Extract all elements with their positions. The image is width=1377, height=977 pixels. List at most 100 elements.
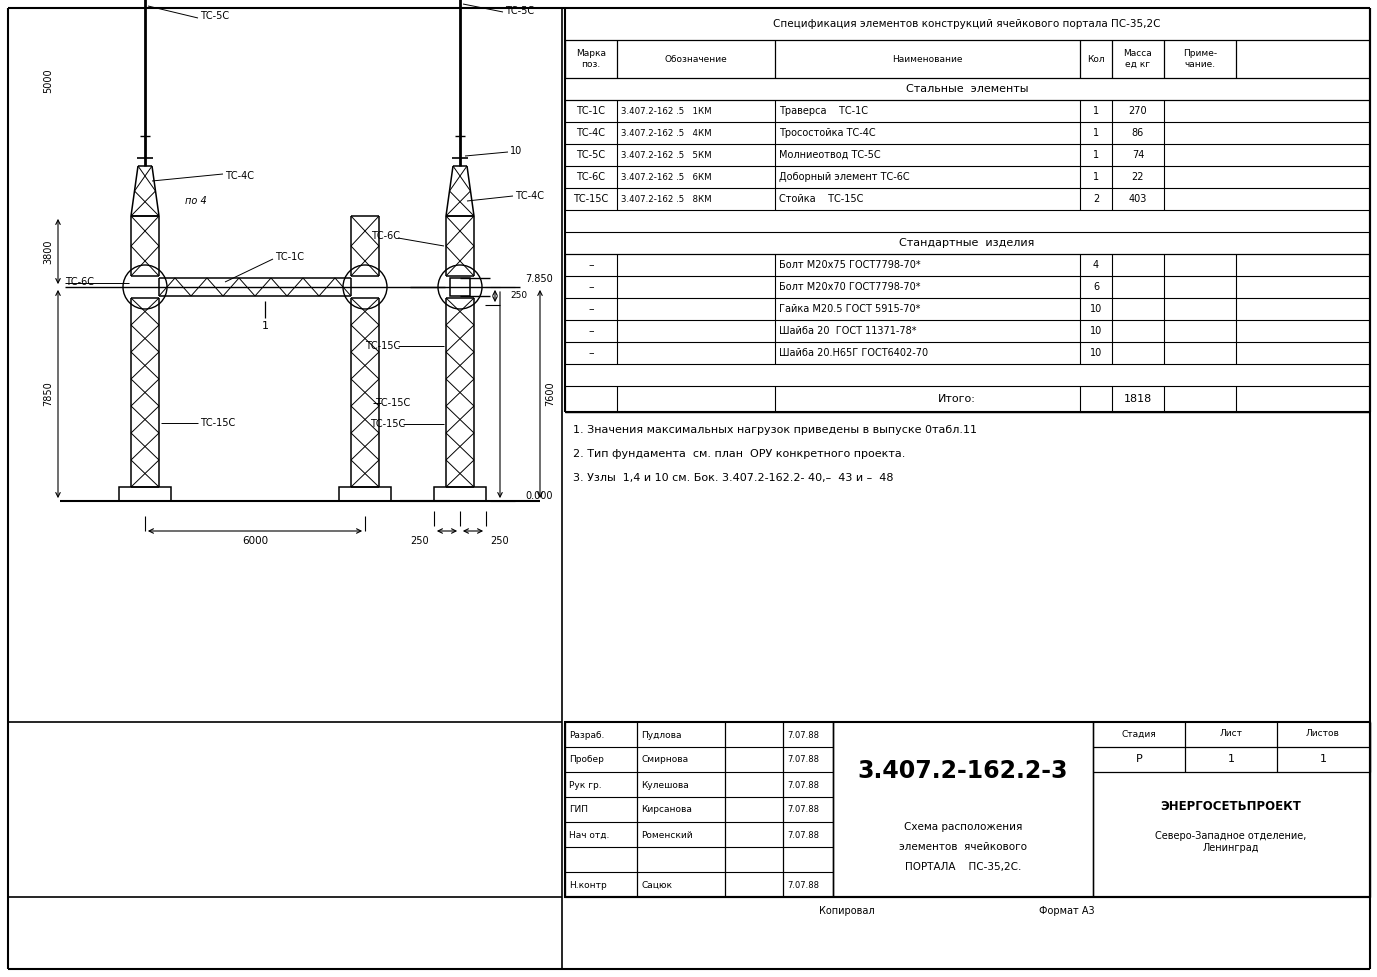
Text: 1818: 1818 — [1124, 394, 1153, 404]
Text: 6: 6 — [1093, 282, 1099, 292]
Text: 3.407.2-162 .5   1КМ: 3.407.2-162 .5 1КМ — [621, 106, 712, 115]
Bar — [434, 487, 486, 501]
Text: Сацюк: Сацюк — [642, 880, 672, 889]
Text: Смирнова: Смирнова — [642, 755, 688, 764]
Text: 1: 1 — [1227, 754, 1235, 764]
Text: Кол: Кол — [1088, 55, 1104, 64]
Text: Стойка    ТС-15С: Стойка ТС-15С — [779, 194, 863, 204]
Text: 1: 1 — [1093, 106, 1099, 116]
Text: Доборный элемент ТС-6С: Доборный элемент ТС-6С — [779, 172, 910, 182]
Text: Марка
поз.: Марка поз. — [576, 49, 606, 68]
Text: 3.407.2-162 .5   4КМ: 3.407.2-162 .5 4КМ — [621, 129, 712, 138]
Text: 10: 10 — [1089, 304, 1102, 314]
Bar — [339, 487, 391, 501]
Text: 4: 4 — [1093, 260, 1099, 270]
Text: –: – — [588, 348, 593, 358]
Text: ТС-4С: ТС-4С — [577, 128, 606, 138]
Text: ТС-15С: ТС-15С — [200, 418, 235, 428]
Text: ТС-5С: ТС-5С — [505, 6, 534, 16]
Text: Роменский: Роменский — [642, 830, 693, 839]
Text: –: – — [588, 304, 593, 314]
Text: ТС-1С: ТС-1С — [275, 252, 304, 262]
Text: –: – — [588, 282, 593, 292]
Text: ТС-6С: ТС-6С — [65, 277, 94, 287]
Text: Наименование: Наименование — [892, 55, 963, 64]
Text: Схема расположения: Схема расположения — [903, 822, 1022, 832]
Text: ТС-4С: ТС-4С — [515, 191, 544, 201]
Text: 22: 22 — [1132, 172, 1144, 182]
Text: Стадия: Стадия — [1122, 730, 1157, 739]
Text: ЭНЕРГОСЕТЬПРОЕКТ: ЭНЕРГОСЕТЬПРОЕКТ — [1161, 800, 1301, 814]
Bar — [450, 278, 470, 296]
Text: ПОРТАЛА    ПС-35,2С.: ПОРТАЛА ПС-35,2С. — [905, 862, 1022, 872]
Text: ТС-15С: ТС-15С — [370, 419, 405, 429]
Text: 250: 250 — [509, 291, 527, 301]
Text: 3.407.2-162 .5   6КМ: 3.407.2-162 .5 6КМ — [621, 173, 712, 182]
Text: ТС-5С: ТС-5С — [577, 150, 606, 160]
Text: Приме-
чание.: Приме- чание. — [1183, 49, 1217, 68]
Text: Стандартные  изделия: Стандартные изделия — [899, 238, 1034, 248]
Text: ТС-4С: ТС-4С — [224, 171, 253, 181]
Text: Формат А3: Формат А3 — [1040, 906, 1095, 916]
Text: ТС-6С: ТС-6С — [370, 231, 399, 241]
Text: ТС-6С: ТС-6С — [577, 172, 606, 182]
Text: 403: 403 — [1129, 194, 1147, 204]
Text: Стальные  элементы: Стальные элементы — [906, 84, 1029, 94]
Text: Масса
ед кг: Масса ед кг — [1124, 49, 1153, 68]
Text: Пробер: Пробер — [569, 755, 605, 764]
Text: 74: 74 — [1132, 150, 1144, 160]
Text: 3.407.2-162 .5   8КМ: 3.407.2-162 .5 8КМ — [621, 194, 712, 203]
Text: 7.07.88: 7.07.88 — [788, 731, 819, 740]
Text: 7.07.88: 7.07.88 — [788, 805, 819, 815]
Text: 5000: 5000 — [43, 68, 52, 94]
Text: Шайба 20  ГОСТ 11371-78*: Шайба 20 ГОСТ 11371-78* — [779, 326, 917, 336]
Text: 10: 10 — [1089, 348, 1102, 358]
Text: 2: 2 — [1093, 194, 1099, 204]
Text: ТС-15С: ТС-15С — [375, 398, 410, 408]
Text: 1: 1 — [1319, 754, 1326, 764]
Text: Нач отд.: Нач отд. — [569, 830, 610, 839]
Text: Итого:: Итого: — [938, 394, 976, 404]
Text: 6000: 6000 — [242, 536, 269, 546]
Text: Рук гр.: Рук гр. — [569, 781, 602, 789]
Text: ТС-15С: ТС-15С — [573, 194, 609, 204]
Text: Кирсанова: Кирсанова — [642, 805, 691, 815]
Text: Шайба 20.Н65Г ГОСТ6402-70: Шайба 20.Н65Г ГОСТ6402-70 — [779, 348, 928, 358]
Text: Болт М20х75 ГОСТ7798-70*: Болт М20х75 ГОСТ7798-70* — [779, 260, 921, 270]
Text: 270: 270 — [1129, 106, 1147, 116]
Text: Пудлова: Пудлова — [642, 731, 682, 740]
Text: 10: 10 — [1089, 326, 1102, 336]
Text: 10: 10 — [509, 146, 522, 156]
Text: Тросостойка ТС-4С: Тросостойка ТС-4С — [779, 128, 876, 138]
Text: Листов: Листов — [1305, 730, 1340, 739]
Text: ГИП: ГИП — [569, 805, 588, 815]
Text: 2. Тип фундамента  см. план  ОРУ конкретного проекта.: 2. Тип фундамента см. план ОРУ конкретно… — [573, 449, 905, 459]
Text: 1: 1 — [1093, 128, 1099, 138]
Text: 3.407.2-162.2-3: 3.407.2-162.2-3 — [858, 759, 1069, 783]
Text: Северо-Западное отделение,
Ленинград: Северо-Западное отделение, Ленинград — [1155, 831, 1307, 853]
Text: Р: Р — [1136, 754, 1143, 764]
Text: Спецификация элементов конструкций ячейкового портала ПС-35,2С: Спецификация элементов конструкций ячейк… — [774, 19, 1161, 29]
Text: элементов  ячейкового: элементов ячейкового — [899, 842, 1027, 852]
Text: 3. Узлы  1,4 и 10 см. Бок. 3.407.2-162.2- 40,–  43 и –  48: 3. Узлы 1,4 и 10 см. Бок. 3.407.2-162.2-… — [573, 473, 894, 483]
Text: 1. Значения максимальных нагрузок приведены в выпуске 0табл.11: 1. Значения максимальных нагрузок привед… — [573, 425, 978, 435]
Text: Н.контр: Н.контр — [569, 880, 607, 889]
Text: 3.407.2-162 .5   5КМ: 3.407.2-162 .5 5КМ — [621, 150, 712, 159]
Text: 1: 1 — [1093, 172, 1099, 182]
Text: 7.07.88: 7.07.88 — [788, 781, 819, 789]
Text: Обозначение: Обозначение — [665, 55, 727, 64]
Text: –: – — [588, 326, 593, 336]
Text: Гайка М20.5 ГОСТ 5915-70*: Гайка М20.5 ГОСТ 5915-70* — [779, 304, 920, 314]
Text: Траверса    ТС-1С: Траверса ТС-1С — [779, 106, 868, 116]
Text: 0.000: 0.000 — [525, 491, 552, 501]
Text: 1: 1 — [262, 321, 269, 331]
Text: по 4: по 4 — [185, 196, 207, 206]
Text: 86: 86 — [1132, 128, 1144, 138]
Text: 7.07.88: 7.07.88 — [788, 880, 819, 889]
Text: 250: 250 — [490, 536, 509, 546]
Text: ТС-15С: ТС-15С — [365, 341, 399, 351]
Text: 3800: 3800 — [43, 239, 52, 264]
Text: Молниеотвод ТС-5С: Молниеотвод ТС-5С — [779, 150, 881, 160]
Text: 7.07.88: 7.07.88 — [788, 755, 819, 764]
Text: –: – — [588, 260, 593, 270]
